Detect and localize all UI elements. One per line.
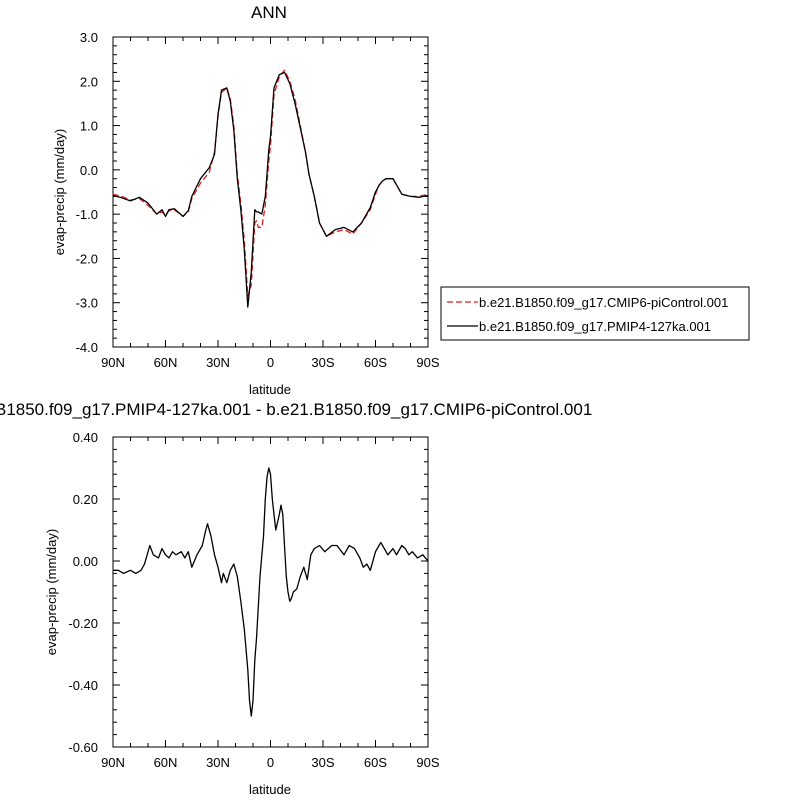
top-panel-series bbox=[112, 69, 429, 308]
bottom-x-tick-label: 30N bbox=[206, 755, 230, 770]
top-x-tick-label: 30S bbox=[311, 355, 334, 370]
top-y-tick-label: -4.0 bbox=[76, 340, 98, 355]
top-x-tick-label: 0 bbox=[267, 355, 274, 370]
top-x-tick-label: 90S bbox=[416, 355, 439, 370]
top-y-tick-label: -1.0 bbox=[76, 207, 98, 222]
top-y-tick-label: 3.0 bbox=[80, 30, 98, 45]
top-y-tick-label: 1.0 bbox=[80, 119, 98, 134]
bottom-y-tick-label: -0.40 bbox=[68, 678, 98, 693]
top-y-tick-label: -2.0 bbox=[76, 251, 98, 266]
bottom-y-tick-label: 0.20 bbox=[73, 492, 98, 507]
top-plot-frame bbox=[112, 36, 429, 348]
top-x-tick-label: 60S bbox=[364, 355, 387, 370]
top-x-axis-label: latitude bbox=[249, 382, 291, 397]
bottom-x-tick-label: 90S bbox=[416, 755, 439, 770]
top-x-tick-label: 90N bbox=[101, 355, 125, 370]
top-panel-ticks: 90N 60N 30N 0 30S 60S 90S 3.0 2.0 1.0 0.0 -1.0 -2.0 -… bbox=[76, 30, 440, 370]
top-y-axis-label: evap-precip (mm/day) bbox=[52, 129, 67, 255]
bottom-panel-title: b.e21.B1850.f09_g17.PMIP4-127ka.001 - b.… bbox=[0, 400, 592, 419]
top-series-line-1 bbox=[112, 71, 429, 308]
bottom-x-tick-label: 0 bbox=[267, 755, 274, 770]
bottom-x-axis-label: latitude bbox=[249, 782, 291, 797]
legend-label-picontrol: b.e21.B1850.f09_g17.CMIP6-piControl.001 bbox=[479, 295, 728, 310]
top-y-tick-label: 0.0 bbox=[80, 163, 98, 178]
top-panel-title: ANN bbox=[251, 3, 287, 22]
bottom-y-tick-label: -0.20 bbox=[68, 616, 98, 631]
bottom-series-line-0 bbox=[113, 467, 429, 717]
top-panel: ANN 90N 60N 30N 0 30S 60S 90S 3.0 2.0 1.0 0.0 -1.0 -… bbox=[52, 3, 440, 397]
bottom-plot-frame bbox=[112, 436, 429, 748]
bottom-panel: b.e21.B1850.f09_g17.PMIP4-127ka.001 - b.… bbox=[0, 400, 592, 797]
top-x-tick-label: 60N bbox=[154, 355, 178, 370]
bottom-x-tick-label: 30S bbox=[311, 755, 334, 770]
bottom-y-tick-label: 0.40 bbox=[73, 430, 98, 445]
bottom-x-tick-label: 60S bbox=[364, 755, 387, 770]
bottom-panel-series bbox=[113, 467, 429, 717]
bottom-panel-ticks: 90N 60N 30N 0 30S 60S 90S 0.40 0.20 0.00 -0.20 -0.4… bbox=[68, 430, 440, 770]
legend-label-127ka: b.e21.B1850.f09_g17.PMIP4-127ka.001 bbox=[479, 319, 711, 334]
legend-box bbox=[440, 286, 750, 341]
legend: b.e21.B1850.f09_g17.CMIP6-piControl.001 … bbox=[440, 286, 750, 341]
bottom-y-tick-label: -0.60 bbox=[68, 740, 98, 755]
top-y-tick-label: -3.0 bbox=[76, 296, 98, 311]
bottom-x-tick-label: 90N bbox=[101, 755, 125, 770]
top-x-tick-label: 30N bbox=[206, 355, 230, 370]
bottom-y-tick-label: 0.00 bbox=[73, 554, 98, 569]
top-y-tick-label: 2.0 bbox=[80, 74, 98, 89]
bottom-x-tick-label: 60N bbox=[154, 755, 178, 770]
bottom-y-axis-label: evap-precip (mm/day) bbox=[44, 529, 59, 655]
